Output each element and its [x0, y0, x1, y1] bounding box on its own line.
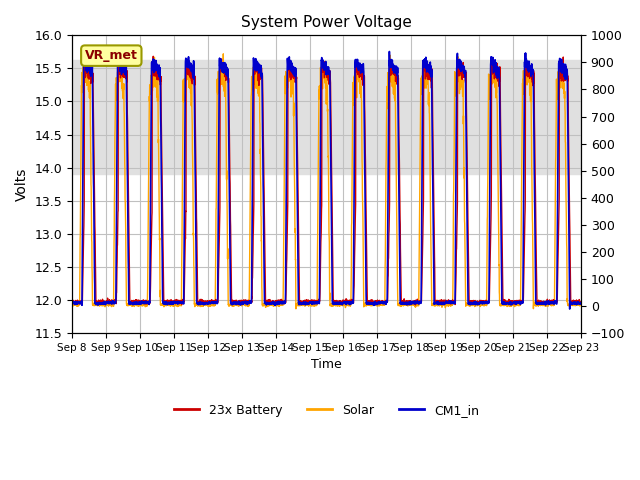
Title: System Power Voltage: System Power Voltage: [241, 15, 412, 30]
Legend: 23x Battery, Solar, CM1_in: 23x Battery, Solar, CM1_in: [169, 399, 484, 422]
X-axis label: Time: Time: [311, 358, 342, 372]
Bar: [72, 60, 581, 174]
Text: VR_met: VR_met: [85, 49, 138, 62]
Y-axis label: Volts: Volts: [15, 168, 29, 201]
